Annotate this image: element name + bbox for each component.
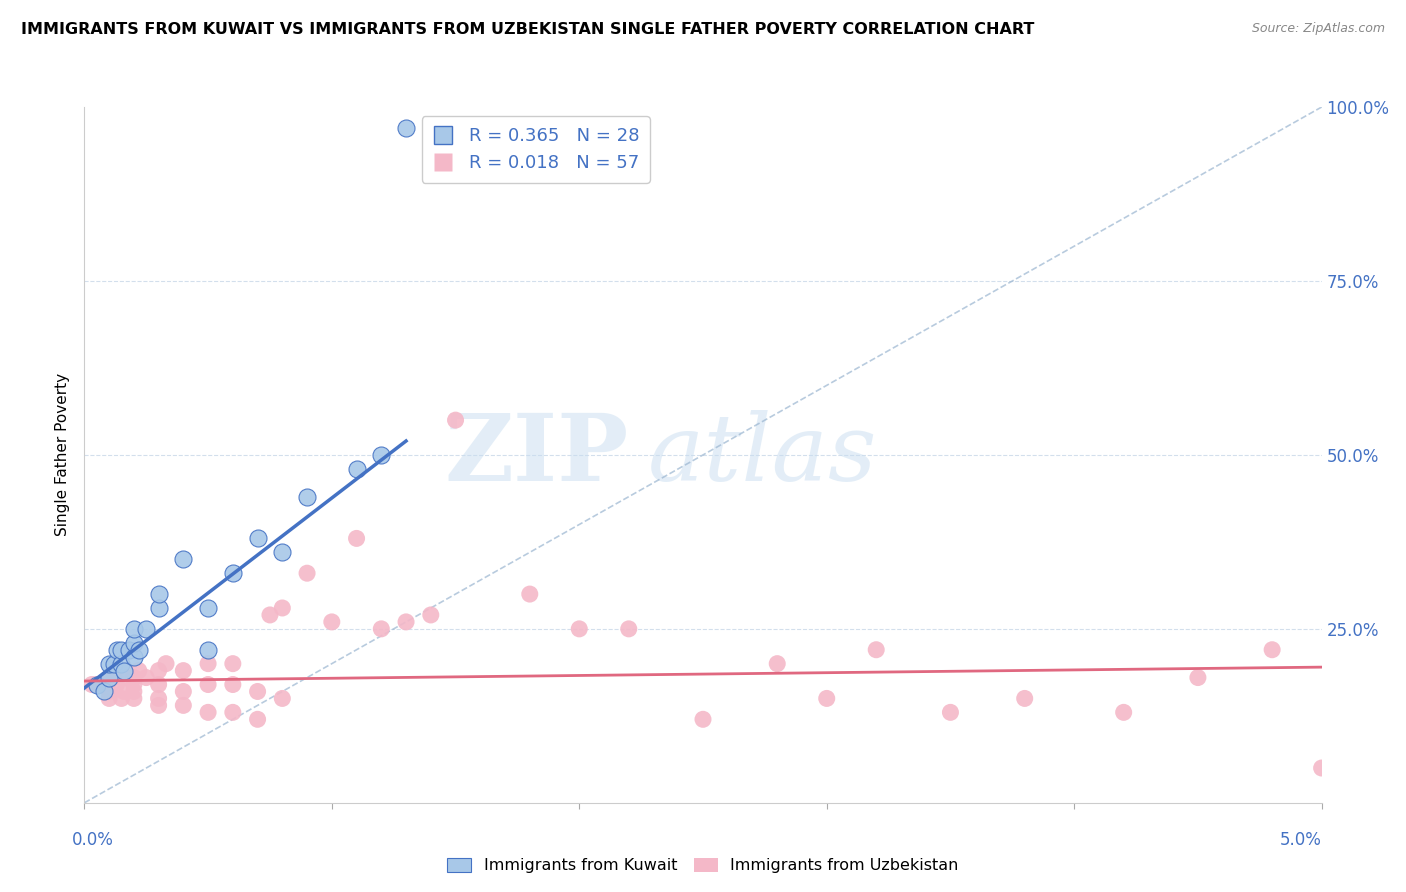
Point — [939, 706, 962, 720]
Point — [122, 622, 145, 636]
Point — [148, 698, 170, 713]
Point — [1187, 671, 1209, 685]
Point — [1310, 761, 1333, 775]
Point — [1112, 706, 1135, 720]
Point — [148, 691, 170, 706]
Point — [246, 532, 269, 546]
Text: ZIP: ZIP — [444, 410, 628, 500]
Point — [89, 677, 111, 691]
Point — [128, 642, 150, 657]
Point — [865, 642, 887, 657]
Point — [1261, 642, 1284, 657]
Point — [172, 664, 194, 678]
Point — [122, 649, 145, 664]
Point — [346, 462, 368, 476]
Point — [197, 601, 219, 615]
Point — [148, 677, 170, 691]
Point — [105, 642, 128, 657]
Legend: Immigrants from Kuwait, Immigrants from Uzbekistan: Immigrants from Kuwait, Immigrants from … — [441, 851, 965, 880]
Point — [766, 657, 789, 671]
Point — [172, 698, 194, 713]
Point — [112, 664, 135, 678]
Point — [346, 532, 368, 546]
Point — [155, 657, 177, 671]
Text: 0.0%: 0.0% — [72, 830, 114, 848]
Point — [112, 684, 135, 698]
Point — [128, 664, 150, 678]
Point — [271, 601, 294, 615]
Point — [222, 657, 245, 671]
Point — [103, 671, 125, 685]
Point — [98, 671, 121, 685]
Point — [246, 684, 269, 698]
Text: atlas: atlas — [647, 410, 877, 500]
Point — [122, 671, 145, 685]
Point — [419, 120, 441, 135]
Point — [444, 413, 467, 427]
Point — [105, 677, 128, 691]
Point — [172, 684, 194, 698]
Point — [617, 622, 640, 636]
Point — [295, 566, 318, 581]
Point — [197, 657, 219, 671]
Legend: R = 0.365   N = 28, R = 0.018   N = 57: R = 0.365 N = 28, R = 0.018 N = 57 — [422, 116, 650, 183]
Point — [122, 677, 145, 691]
Point — [172, 552, 194, 566]
Point — [1014, 691, 1036, 706]
Point — [135, 622, 157, 636]
Point — [271, 545, 294, 559]
Point — [370, 448, 392, 462]
Point — [271, 691, 294, 706]
Point — [222, 677, 245, 691]
Point — [148, 664, 170, 678]
Point — [568, 622, 591, 636]
Point — [197, 642, 219, 657]
Point — [118, 642, 141, 657]
Point — [98, 684, 121, 698]
Point — [98, 657, 121, 671]
Text: 5.0%: 5.0% — [1279, 830, 1322, 848]
Point — [122, 691, 145, 706]
Point — [86, 677, 108, 691]
Point — [98, 671, 121, 685]
Point — [93, 684, 115, 698]
Point — [370, 622, 392, 636]
Point — [110, 642, 132, 657]
Point — [395, 615, 418, 629]
Point — [692, 712, 714, 726]
Point — [110, 657, 132, 671]
Point — [135, 671, 157, 685]
Point — [90, 677, 112, 691]
Point — [519, 587, 541, 601]
Point — [222, 566, 245, 581]
Point — [815, 691, 838, 706]
Point — [80, 677, 103, 691]
Point — [419, 607, 441, 622]
Point — [86, 677, 108, 691]
Point — [110, 691, 132, 706]
Point — [321, 615, 343, 629]
Point — [148, 601, 170, 615]
Point — [115, 671, 138, 685]
Point — [103, 657, 125, 671]
Point — [222, 706, 245, 720]
Point — [148, 587, 170, 601]
Text: Source: ZipAtlas.com: Source: ZipAtlas.com — [1251, 22, 1385, 36]
Point — [295, 490, 318, 504]
Point — [395, 120, 418, 135]
Point — [98, 691, 121, 706]
Point — [246, 712, 269, 726]
Point — [259, 607, 281, 622]
Text: IMMIGRANTS FROM KUWAIT VS IMMIGRANTS FROM UZBEKISTAN SINGLE FATHER POVERTY CORRE: IMMIGRANTS FROM KUWAIT VS IMMIGRANTS FRO… — [21, 22, 1035, 37]
Point — [197, 706, 219, 720]
Point — [197, 677, 219, 691]
Y-axis label: Single Father Poverty: Single Father Poverty — [55, 374, 70, 536]
Point — [122, 636, 145, 650]
Point — [122, 684, 145, 698]
